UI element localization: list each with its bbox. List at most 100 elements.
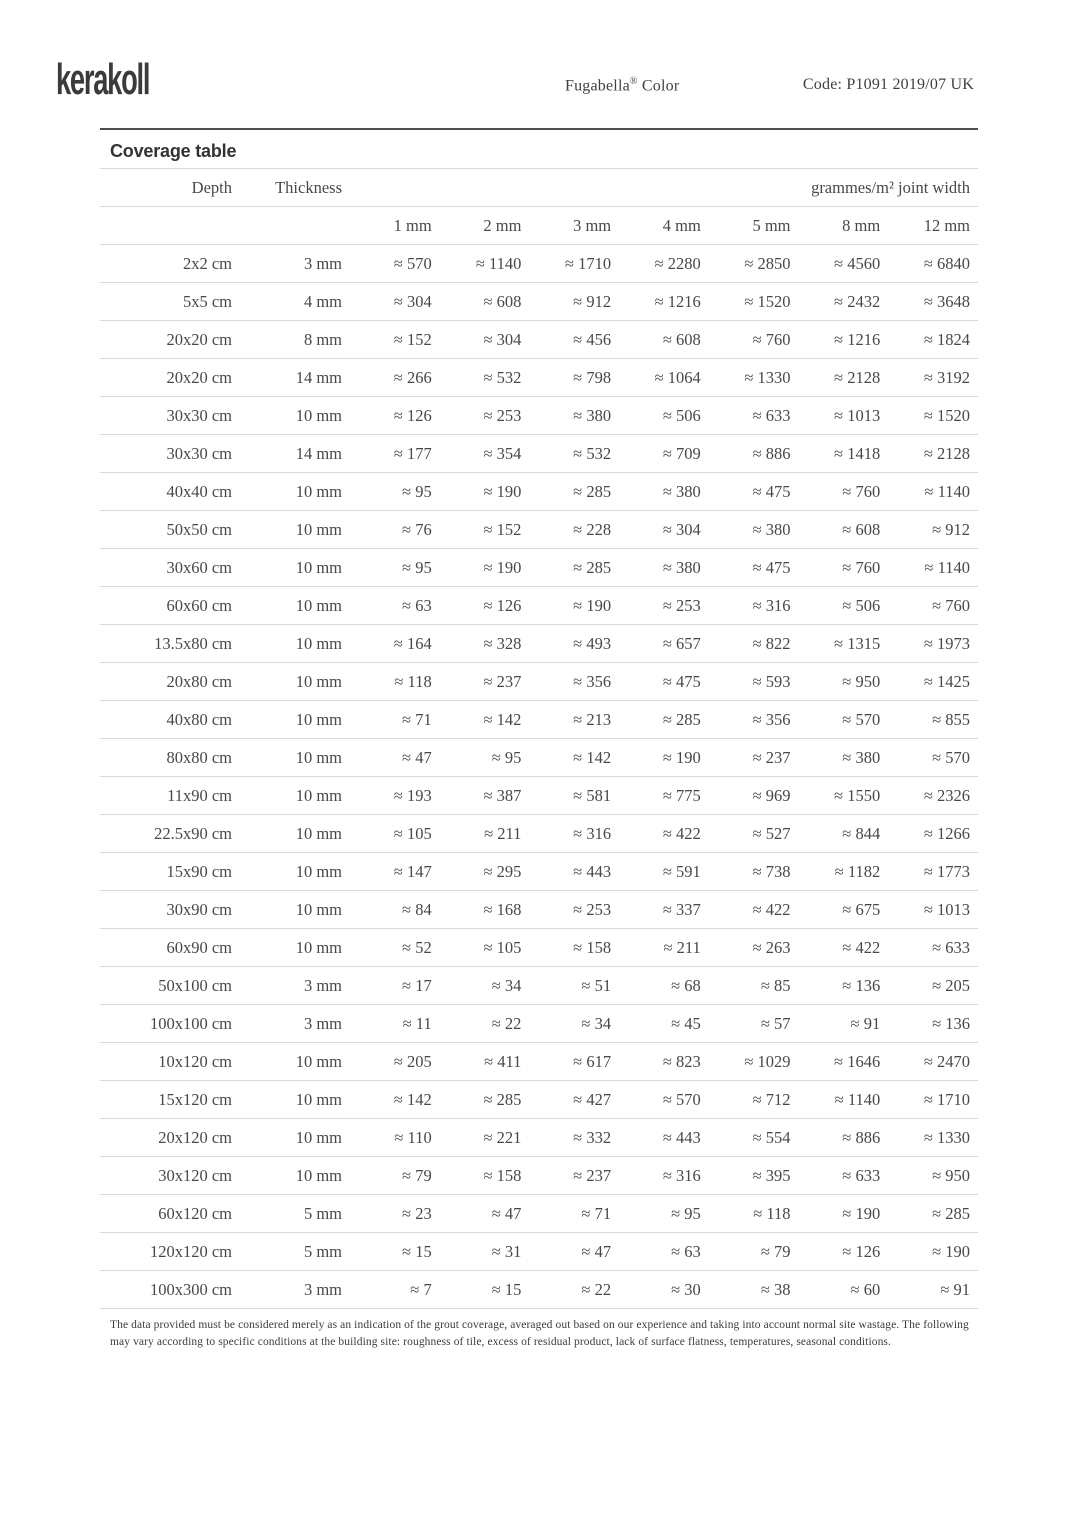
coverage-value-cell: ≈ 1824 [923, 329, 970, 349]
coverage-value-cell: ≈ 285 [573, 481, 612, 501]
coverage-value-cell: ≈ 91 [940, 1279, 970, 1299]
coverage-value-cell: ≈ 71 [402, 709, 432, 729]
thickness-cell: 10 mm [295, 747, 342, 767]
coverage-value-cell: ≈ 152 [483, 519, 522, 539]
coverage-value-cell: ≈ 2128 [923, 443, 970, 463]
empty-header-cell [100, 207, 240, 245]
joint-width-header: 8 mm [842, 215, 881, 235]
coverage-value-cell: ≈ 532 [573, 443, 612, 463]
thickness-cell: 10 mm [295, 709, 342, 729]
coverage-value-cell: ≈ 356 [573, 671, 612, 691]
thickness-column-header: Thickness [275, 177, 342, 197]
depth-column-header: Depth [191, 177, 232, 197]
coverage-value-cell: ≈ 158 [573, 937, 612, 957]
product-name: Fugabella [565, 77, 630, 95]
coverage-value-cell: ≈ 1013 [834, 405, 881, 425]
coverage-value-cell: ≈ 591 [662, 861, 701, 881]
coverage-value-cell: ≈ 422 [662, 823, 701, 843]
coverage-value-cell: ≈ 2470 [923, 1051, 970, 1071]
thickness-cell: 10 mm [295, 1165, 342, 1185]
coverage-value-cell: ≈ 356 [752, 709, 791, 729]
coverage-value-cell: ≈ 30 [671, 1279, 701, 1299]
depth-cell: 40x80 cm [166, 709, 232, 729]
table-row: 30x30 cm 14 mm ≈ 177 ≈ 354 ≈ 532 ≈ 709 ≈ 886 ≈ … [100, 435, 978, 473]
coverage-value-cell: ≈ 6840 [923, 253, 970, 273]
coverage-value-cell: ≈ 554 [752, 1127, 791, 1147]
coverage-value-cell: ≈ 328 [483, 633, 522, 653]
depth-cell: 30x30 cm [166, 405, 232, 425]
coverage-value-cell: ≈ 1140 [475, 253, 522, 273]
coverage-value-cell: ≈ 1140 [924, 481, 970, 501]
coverage-value-cell: ≈ 443 [662, 1127, 701, 1147]
coverage-value-cell: ≈ 60 [850, 1279, 881, 1299]
coverage-value-cell: ≈ 91 [850, 1013, 881, 1033]
thickness-cell: 3 mm [303, 975, 342, 995]
depth-cell: 20x80 cm [166, 671, 232, 691]
table-row: 60x120 cm 5 mm ≈ 23 ≈ 47 ≈ 71 ≈ 95 ≈ 118 ≈ 190 ≈… [100, 1195, 978, 1233]
coverage-value-cell: ≈ 11 [402, 1013, 432, 1033]
thickness-cell: 10 mm [295, 1051, 342, 1071]
coverage-value-cell: ≈ 221 [483, 1127, 522, 1147]
table-row: 22.5x90 cm 10 mm ≈ 105 ≈ 211 ≈ 316 ≈ 422 ≈ 527… [100, 815, 978, 853]
depth-cell: 30x90 cm [166, 899, 232, 919]
thickness-cell: 10 mm [295, 823, 342, 843]
coverage-value-cell: ≈ 38 [760, 1279, 791, 1299]
coverage-value-cell: ≈ 411 [484, 1051, 522, 1071]
coverage-value-cell: ≈ 657 [662, 633, 701, 653]
table-row: 30x90 cm 10 mm ≈ 84 ≈ 168 ≈ 253 ≈ 337 ≈ 422 ≈ 6… [100, 891, 978, 929]
thickness-cell: 4 mm [303, 291, 342, 311]
coverage-value-cell: ≈ 118 [753, 1203, 791, 1223]
coverage-value-cell: ≈ 775 [662, 785, 701, 805]
coverage-value-cell: ≈ 1520 [923, 405, 970, 425]
thickness-cell: 10 mm [295, 671, 342, 691]
coverage-value-cell: ≈ 190 [483, 557, 522, 577]
table-row: 80x80 cm 10 mm ≈ 47 ≈ 95 ≈ 142 ≈ 190 ≈ 237 ≈ 38… [100, 739, 978, 777]
coverage-value-cell: ≈ 912 [573, 291, 612, 311]
thickness-cell: 10 mm [295, 937, 342, 957]
header-divider [100, 128, 978, 130]
coverage-value-cell: ≈ 3648 [923, 291, 970, 311]
joint-width-header: 3 mm [573, 215, 612, 235]
table-row: 40x40 cm 10 mm ≈ 95 ≈ 190 ≈ 285 ≈ 380 ≈ 475 ≈ 7… [100, 473, 978, 511]
depth-cell: 2x2 cm [182, 253, 232, 273]
coverage-value-cell: ≈ 63 [402, 595, 432, 615]
coverage-value-cell: ≈ 506 [662, 405, 701, 425]
coverage-value-cell: ≈ 147 [393, 861, 432, 881]
coverage-value-cell: ≈ 395 [752, 1165, 791, 1185]
coverage-value-cell: ≈ 190 [842, 1203, 881, 1223]
coverage-value-cell: ≈ 798 [573, 367, 612, 387]
coverage-value-cell: ≈ 570 [932, 747, 970, 767]
depth-cell: 100x300 cm [149, 1279, 232, 1299]
coverage-value-cell: ≈ 177 [393, 443, 432, 463]
coverage-value-cell: ≈ 912 [932, 519, 970, 539]
coverage-value-cell: ≈ 95 [491, 747, 522, 767]
coverage-value-cell: ≈ 1216 [834, 329, 881, 349]
coverage-value-cell: ≈ 79 [760, 1241, 791, 1261]
coverage-value-cell: ≈ 237 [573, 1165, 612, 1185]
coverage-value-cell: ≈ 570 [393, 253, 432, 273]
depth-cell: 30x30 cm [166, 443, 232, 463]
coverage-value-cell: ≈ 105 [483, 937, 522, 957]
coverage-value-cell: ≈ 855 [932, 709, 970, 729]
coverage-value-cell: ≈ 253 [662, 595, 701, 615]
coverage-value-cell: ≈ 456 [573, 329, 612, 349]
depth-cell: 50x50 cm [166, 519, 232, 539]
coverage-value-cell: ≈ 532 [483, 367, 522, 387]
coverage-value-cell: ≈ 304 [483, 329, 522, 349]
table-row: 20x20 cm 8 mm ≈ 152 ≈ 304 ≈ 456 ≈ 608 ≈ 760 ≈ 1… [100, 321, 978, 359]
coverage-value-cell: ≈ 1140 [834, 1089, 881, 1109]
coverage-value-cell: ≈ 1182 [834, 861, 881, 881]
table-row: 60x60 cm 10 mm ≈ 63 ≈ 126 ≈ 190 ≈ 253 ≈ 316 ≈ 5… [100, 587, 978, 625]
coverage-value-cell: ≈ 2280 [654, 253, 701, 273]
coverage-value-cell: ≈ 1425 [923, 671, 970, 691]
coverage-value-cell: ≈ 95 [402, 481, 432, 501]
coverage-value-cell: ≈ 79 [402, 1165, 432, 1185]
depth-cell: 120x120 cm [149, 1241, 232, 1261]
joint-width-header-row: 1 mm 2 mm 3 mm 4 mm 5 mm 8 mm 12 mm [100, 207, 978, 245]
depth-cell: 13.5x80 cm [154, 633, 232, 653]
table-row: 20x80 cm 10 mm ≈ 118 ≈ 237 ≈ 356 ≈ 475 ≈ 593 ≈ … [100, 663, 978, 701]
thickness-cell: 10 mm [295, 861, 342, 881]
depth-cell: 60x120 cm [158, 1203, 232, 1223]
coverage-value-cell: ≈ 1330 [923, 1127, 970, 1147]
